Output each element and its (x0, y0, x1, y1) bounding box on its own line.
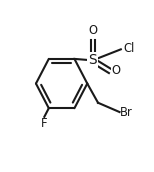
Text: O: O (111, 64, 120, 77)
Text: S: S (88, 53, 97, 67)
Text: F: F (41, 117, 47, 130)
Text: O: O (88, 24, 97, 36)
Text: Br: Br (120, 106, 133, 119)
Text: Cl: Cl (123, 42, 134, 55)
